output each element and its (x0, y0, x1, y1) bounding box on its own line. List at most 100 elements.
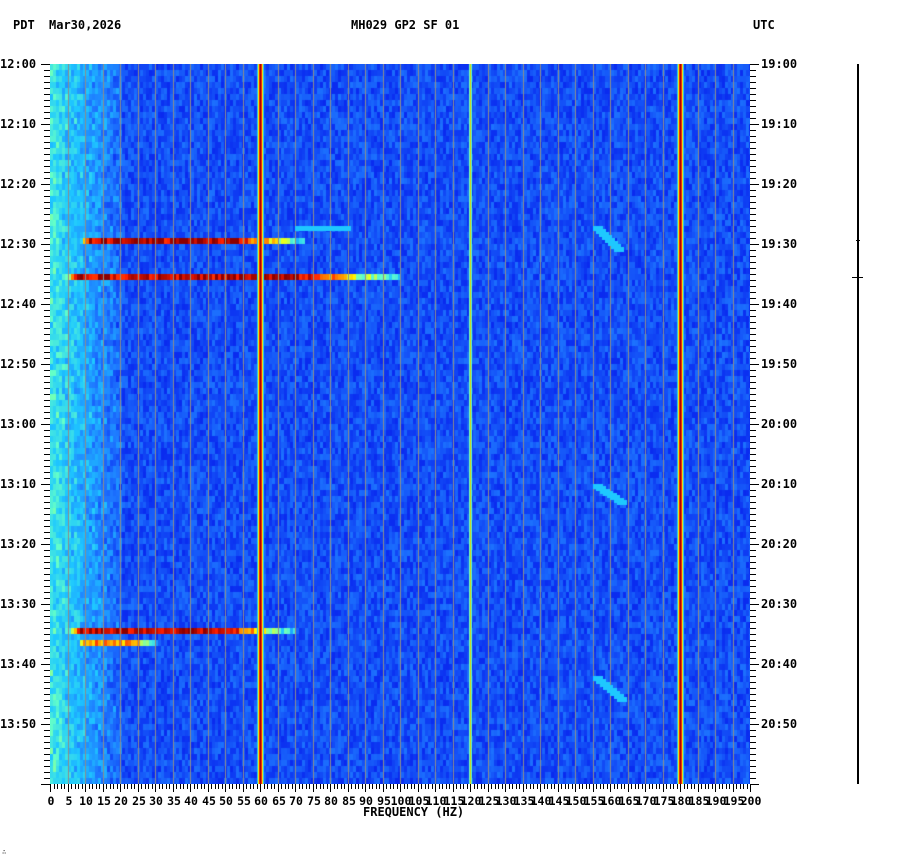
right-minor-tick (750, 688, 756, 689)
x-major-tick (645, 784, 646, 792)
right-time-label: 19:30 (761, 237, 798, 251)
chart-title: MH029 GP2 SF 01 (351, 18, 460, 32)
x-minor-tick (544, 784, 545, 789)
x-minor-tick (78, 784, 79, 789)
right-minor-tick (750, 574, 756, 575)
right-major-tick (750, 424, 759, 425)
x-minor-tick (565, 784, 566, 789)
x-minor-tick (92, 784, 93, 789)
left-minor-tick (44, 592, 50, 593)
left-minor-tick (44, 310, 50, 311)
right-minor-tick (750, 778, 756, 779)
left-minor-tick (44, 130, 50, 131)
x-minor-tick (481, 784, 482, 789)
frequency-tick-label: 30 (149, 794, 163, 808)
right-minor-tick (750, 160, 756, 161)
frequency-tick-label: 100 (390, 794, 412, 808)
right-minor-tick (750, 172, 756, 173)
left-minor-tick (44, 262, 50, 263)
x-minor-tick (446, 784, 447, 789)
x-minor-tick (722, 784, 723, 789)
left-minor-tick (44, 634, 50, 635)
right-minor-tick (750, 586, 756, 587)
x-major-tick (488, 784, 489, 792)
right-minor-tick (750, 190, 756, 191)
x-minor-tick (239, 784, 240, 789)
x-minor-tick (169, 784, 170, 789)
right-minor-tick (750, 148, 756, 149)
right-major-tick (750, 244, 759, 245)
left-minor-tick (44, 550, 50, 551)
right-minor-tick (750, 502, 756, 503)
left-minor-tick (44, 250, 50, 251)
left-minor-tick (44, 412, 50, 413)
x-minor-tick (491, 784, 492, 789)
right-minor-tick (750, 460, 756, 461)
x-major-tick (155, 784, 156, 792)
x-minor-tick (337, 784, 338, 789)
x-major-tick (558, 784, 559, 792)
x-minor-tick (526, 784, 527, 789)
x-minor-tick (113, 784, 114, 789)
left-minor-tick (44, 502, 50, 503)
left-minor-tick (44, 622, 50, 623)
x-minor-tick (460, 784, 461, 789)
left-minor-tick (44, 676, 50, 677)
left-minor-tick (44, 694, 50, 695)
right-minor-tick (750, 718, 756, 719)
x-minor-tick (547, 784, 548, 789)
x-minor-tick (131, 784, 132, 789)
right-minor-tick (750, 628, 756, 629)
x-minor-tick (320, 784, 321, 789)
left-time-label: 13:20 (0, 537, 37, 551)
right-minor-tick (750, 442, 756, 443)
frequency-tick-label: 75 (307, 794, 321, 808)
frequency-tick-label: 70 (289, 794, 303, 808)
x-minor-tick (236, 784, 237, 789)
left-minor-tick (44, 358, 50, 359)
x-axis-label: FREQUENCY (HZ) (363, 805, 465, 819)
x-minor-tick (719, 784, 720, 789)
right-minor-tick (750, 478, 756, 479)
x-major-tick (173, 784, 174, 792)
amplitude-scale-bar (857, 64, 859, 784)
x-minor-tick (673, 784, 674, 789)
right-minor-tick (750, 526, 756, 527)
left-minor-tick (44, 616, 50, 617)
left-minor-tick (44, 172, 50, 173)
frequency-tick-label: 50 (219, 794, 233, 808)
left-minor-tick (44, 298, 50, 299)
frequency-tick-label: 155 (583, 794, 605, 808)
left-minor-tick (44, 706, 50, 707)
right-minor-tick (750, 298, 756, 299)
frequency-tick-label: 15 (97, 794, 111, 808)
left-minor-tick (44, 322, 50, 323)
x-minor-tick (299, 784, 300, 789)
left-minor-tick (44, 532, 50, 533)
spectrogram-canvas (50, 64, 750, 784)
x-minor-tick (467, 784, 468, 789)
right-minor-tick (750, 622, 756, 623)
right-minor-tick (750, 100, 756, 101)
right-major-tick (750, 484, 759, 485)
x-minor-tick (428, 784, 429, 789)
x-minor-tick (687, 784, 688, 789)
right-minor-tick (750, 316, 756, 317)
x-minor-tick (477, 784, 478, 789)
footer-mark: ∴ (2, 848, 7, 856)
x-minor-tick (474, 784, 475, 789)
left-minor-tick (44, 352, 50, 353)
left-minor-tick (44, 508, 50, 509)
x-minor-tick (253, 784, 254, 789)
right-minor-tick (750, 508, 756, 509)
x-minor-tick (288, 784, 289, 789)
header-date: Mar30,2026 (49, 18, 122, 32)
x-minor-tick (740, 784, 741, 789)
x-major-tick (313, 784, 314, 792)
x-minor-tick (512, 784, 513, 789)
left-minor-tick (44, 292, 50, 293)
right-major-tick (750, 304, 759, 305)
frequency-tick-label: 60 (254, 794, 268, 808)
frequency-tick-label: 90 (359, 794, 373, 808)
x-minor-tick (596, 784, 597, 789)
